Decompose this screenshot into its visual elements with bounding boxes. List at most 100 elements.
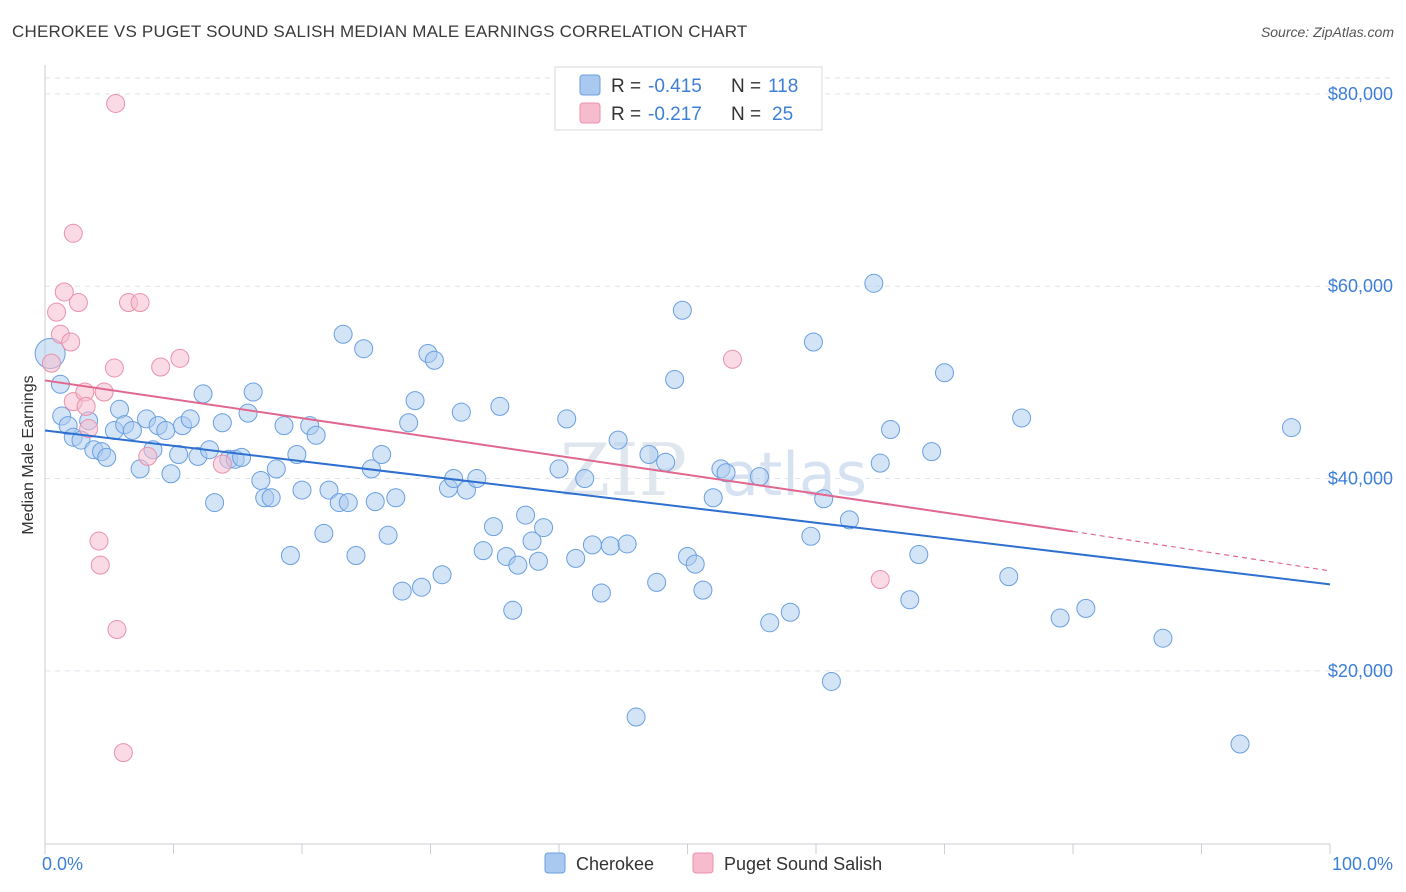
x-tick-label-0: 0.0% (42, 854, 83, 874)
cherokee-point (399, 413, 419, 433)
cherokee-point (617, 534, 637, 554)
cherokee-point (647, 572, 667, 592)
cherokee-point (490, 396, 510, 416)
cherokee-point (935, 363, 954, 383)
cherokee-point (156, 420, 176, 440)
cherokee-point (483, 517, 503, 537)
salish-trend-line (44, 379, 1074, 533)
cherokee-point (716, 463, 736, 483)
x-tick-label-1: 100.0% (1332, 854, 1393, 874)
salish-point (79, 419, 99, 439)
cherokee-point (333, 324, 353, 344)
cherokee-point (122, 420, 142, 440)
cherokee-point (205, 493, 225, 513)
legend-swatch-salish (579, 102, 601, 124)
salish-point (170, 348, 190, 368)
series-legend-swatch-cherokee (544, 852, 566, 874)
salish-point (68, 293, 88, 313)
cherokee-point (1076, 598, 1096, 618)
cherokee-point (392, 581, 412, 601)
cherokee-point (238, 403, 258, 423)
y-tick-label-3: $80,000 (1328, 84, 1393, 104)
cherokee-point (821, 671, 841, 691)
axes (44, 65, 1331, 854)
legend-r-value-2: -0.217 (648, 104, 702, 125)
cherokee-point (839, 510, 859, 530)
salish-point (47, 302, 67, 322)
legend-r-label-1: R = (611, 76, 641, 97)
cherokee-point (314, 523, 334, 543)
salish-point (138, 446, 158, 466)
salish-point (151, 357, 171, 377)
cherokee-point (528, 551, 548, 571)
cherokee-point (274, 416, 294, 436)
cherokee-point (193, 384, 213, 404)
series-legend-cherokee: Cherokee (576, 854, 654, 874)
trend-lines (44, 379, 1331, 586)
cherokee-point (232, 447, 252, 467)
cherokee-point (803, 332, 823, 352)
cherokee-point (1281, 418, 1301, 438)
cherokee-point (881, 419, 901, 439)
salish-point (212, 454, 232, 474)
cherokee-point (319, 480, 339, 500)
salish-point (61, 332, 81, 352)
salish-point (113, 743, 133, 763)
salish-point (41, 353, 61, 373)
cherokee-point (378, 525, 398, 545)
cherokee-point (365, 492, 385, 512)
cherokee-point (412, 577, 432, 597)
cherokee-point (900, 590, 920, 610)
cherokee-point (566, 548, 586, 568)
cherokee-point (909, 545, 929, 565)
cherokee-points (34, 273, 1301, 754)
series-legend: Cherokee Puget Sound Salish (544, 852, 882, 874)
cherokee-point (1050, 608, 1070, 628)
cherokee-point (608, 430, 628, 450)
cherokee-point (432, 565, 452, 585)
cherokee-point (749, 467, 769, 487)
cherokee-point (557, 409, 577, 429)
correlation-legend: R = -0.415 N = 118 R = -0.217 N = 25 (554, 66, 823, 131)
cherokee-point (575, 469, 595, 489)
cherokee-point (665, 369, 685, 389)
cherokee-point (1230, 734, 1250, 754)
cherokee-point (251, 470, 271, 490)
watermark-atlas: atlas (722, 440, 867, 510)
cherokee-point (780, 602, 800, 622)
cherokee-point (467, 469, 487, 489)
cherokee-point (508, 555, 528, 575)
cherokee-point (582, 535, 602, 555)
source-credit: Source: ZipAtlas.com (1260, 24, 1394, 40)
cherokee-point (626, 707, 646, 727)
salish-trend-extension (1072, 530, 1331, 572)
cherokee-point (814, 489, 834, 509)
salish-point (107, 620, 127, 640)
legend-n-value-1: 118 (768, 76, 798, 97)
y-tick-labels: $20,000 $40,000 $60,000 $80,000 (1328, 84, 1393, 681)
legend-r-value-1: -0.415 (648, 76, 702, 97)
series-legend-salish: Puget Sound Salish (724, 854, 882, 874)
y-axis-title: Median Male Earnings (20, 375, 37, 534)
series-legend-swatch-salish (692, 852, 714, 874)
cherokee-point (522, 531, 542, 551)
cherokee-point (386, 488, 406, 508)
cherokee-point (212, 413, 232, 433)
salish-point (76, 396, 96, 416)
cherokee-point (864, 273, 884, 293)
cherokee-trend-line (44, 429, 1331, 586)
cherokee-point (97, 447, 117, 467)
cherokee-point (591, 583, 611, 603)
cherokee-point (801, 526, 821, 546)
cherokee-point (346, 545, 366, 565)
y-tick-label-2: $60,000 (1328, 276, 1393, 296)
cherokee-point (534, 518, 554, 538)
cherokee-point (516, 505, 536, 525)
salish-point (89, 531, 109, 551)
cherokee-point (503, 600, 523, 620)
grid (45, 77, 1392, 672)
cherokee-point (161, 464, 181, 484)
salish-point (106, 93, 126, 113)
cherokee-point (870, 453, 890, 473)
watermark: ZIP atlas (560, 428, 867, 512)
